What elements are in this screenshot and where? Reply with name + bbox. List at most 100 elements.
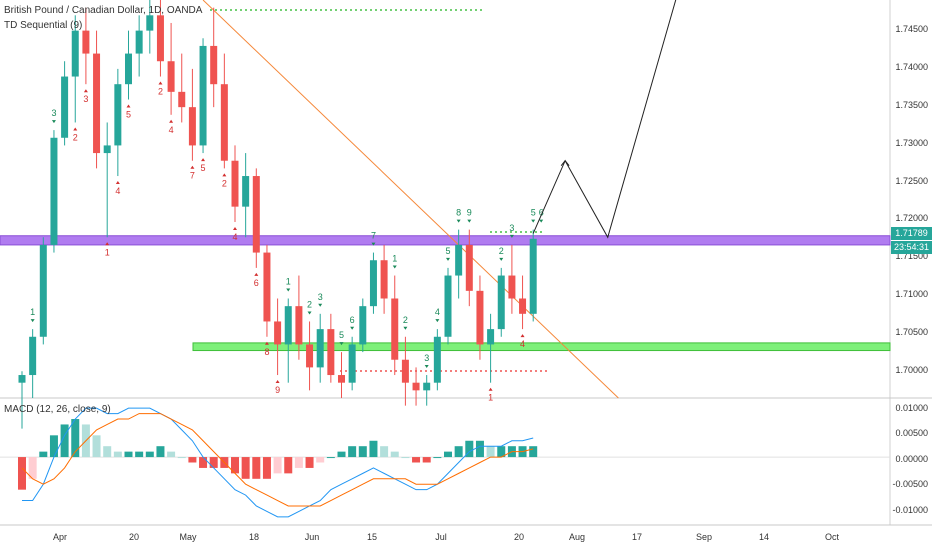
td-count-label: 4 [520, 339, 525, 349]
td-arrow-down-icon [539, 219, 544, 223]
candle-body [61, 76, 69, 138]
td-count-label: 3 [424, 353, 429, 363]
support-zone [192, 342, 891, 352]
macd-histogram-bar [337, 451, 346, 458]
td-arrow-up-icon [222, 173, 227, 177]
td-arrow-up-icon [83, 89, 88, 93]
macd-histogram-bar [241, 457, 250, 479]
price-tick: 1.72000 [895, 213, 928, 223]
symbol-title: British Pound / Canadian Dollar, 1D, OAN… [4, 5, 203, 16]
macd-histogram-bar [113, 451, 122, 458]
macd-histogram-bar [273, 457, 282, 474]
macd-line [22, 407, 534, 518]
candle-body [50, 137, 58, 245]
price-tick: 1.71000 [895, 289, 928, 299]
td-arrow-down-icon [403, 326, 408, 330]
macd-histogram-bar [124, 451, 133, 458]
candle-body [220, 84, 228, 161]
candle-body [242, 176, 250, 207]
macd-histogram-bar [188, 457, 197, 463]
td-arrow-down-icon [307, 311, 312, 315]
candle-body [476, 290, 484, 345]
td-arrow-up-icon [233, 226, 237, 230]
td-count-label: 6 [254, 278, 259, 288]
candle-body [306, 344, 314, 368]
candle-body [135, 30, 143, 54]
td-arrow-down-icon [509, 234, 514, 238]
macd-histogram-bar [18, 457, 26, 490]
td-arrow-down-icon [499, 257, 504, 261]
td-count-label: 2 [222, 178, 227, 188]
candle-body [359, 306, 367, 345]
candle-body [188, 107, 196, 146]
macd-histogram-bar [145, 451, 154, 458]
td-arrow-up-icon [105, 242, 110, 246]
td-arrow-down-icon [467, 219, 472, 223]
candle-body [93, 53, 101, 154]
candle-body [433, 336, 441, 383]
indicator-title: TD Sequential (9) [4, 20, 83, 31]
macd-histogram-bar [167, 451, 176, 458]
macd-tick: -0.00500 [892, 479, 928, 489]
td-arrow-down-icon [286, 288, 291, 292]
candle-body [338, 375, 345, 383]
candle-body [274, 321, 282, 345]
time-tick: Oct [824, 532, 840, 542]
macd-histogram-bar [49, 435, 58, 458]
macd-histogram-bar [348, 446, 357, 458]
macd-histogram-bar [369, 440, 378, 458]
td-count-label: 1 [105, 247, 110, 257]
td-arrow-up-icon [190, 165, 195, 169]
macd-histogram-bar [401, 457, 410, 459]
candle-body [487, 329, 495, 345]
macd-histogram-bar [433, 457, 442, 459]
price-tick: 1.70500 [895, 327, 928, 337]
time-tick: 18 [248, 532, 260, 542]
td-count-label: 4 [169, 125, 174, 135]
candle-body [114, 84, 122, 146]
macd-histogram-bar [326, 457, 335, 459]
td-arrow-down-icon [339, 342, 344, 346]
td-count-label: 3 [83, 94, 88, 104]
candle-body [156, 15, 164, 62]
price-tick: 1.74500 [895, 24, 928, 34]
candle-body [82, 30, 90, 54]
macd-tick: 0.00500 [895, 428, 928, 438]
candle-body [465, 244, 473, 291]
td-count-label: 5 [339, 330, 344, 340]
time-tick: Apr [52, 532, 68, 542]
macd-histogram-bar [199, 457, 208, 468]
macd-histogram-bar [60, 424, 69, 458]
candle-body [423, 382, 431, 391]
price-tick: 1.71500 [895, 251, 928, 261]
candle-body [412, 382, 420, 391]
macd-tick: -0.01000 [892, 505, 928, 515]
candle-body [519, 298, 527, 314]
td-arrow-up-icon [201, 158, 206, 162]
macd-histogram-bar [444, 451, 452, 458]
td-arrow-down-icon [392, 265, 397, 269]
time-tick: 20 [128, 532, 140, 542]
time-tick: 15 [366, 532, 378, 542]
macd-histogram-bar [156, 446, 165, 458]
candle-body [348, 344, 356, 383]
current-price-tag: 1.71789 [891, 227, 932, 240]
td-count-label: 5 [201, 163, 206, 173]
td-count-label: 8 [456, 208, 461, 218]
price-tick: 1.73000 [895, 138, 928, 148]
td-count-label: 2 [403, 315, 408, 325]
candle-body [71, 30, 79, 77]
candle-body [125, 53, 132, 85]
td-arrow-up-icon [520, 334, 525, 338]
td-count-label: 6 [539, 208, 544, 218]
macd-title: MACD (12, 26, close, 9) [4, 404, 111, 415]
projected-path [532, 0, 677, 239]
td-count-label: 5 [445, 246, 450, 256]
td-arrow-down-icon [435, 319, 440, 323]
time-tick: 17 [631, 532, 643, 542]
resistance-zone [0, 235, 891, 246]
candle-body [263, 252, 271, 322]
td-count-label: 2 [158, 87, 163, 97]
td-arrow-down-icon [30, 319, 35, 323]
